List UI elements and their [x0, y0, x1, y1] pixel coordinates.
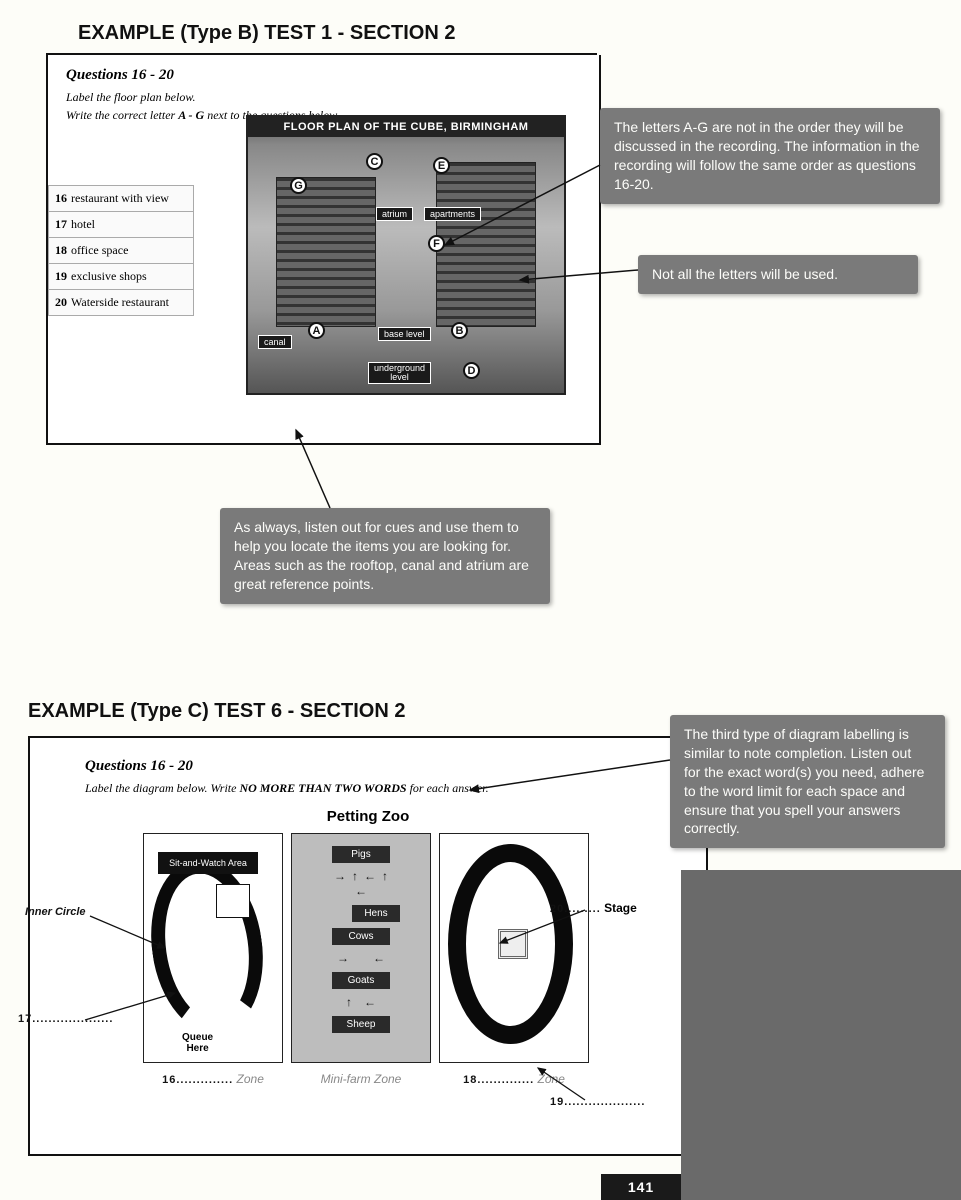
- label-canal: canal: [258, 335, 292, 349]
- animal-pigs: Pigs: [332, 846, 390, 863]
- blank-17: 17....................: [18, 1013, 113, 1025]
- callout-not-all-letters: Not all the letters will be used.: [638, 255, 918, 294]
- side-strip: [681, 870, 961, 1200]
- label-underground: undergroundlevel: [368, 362, 431, 384]
- marker-d: D: [463, 362, 480, 379]
- floorplan-title: FLOOR PLAN OF THE CUBE, BIRMINGHAM: [248, 117, 564, 137]
- animal-goats: Goats: [332, 972, 390, 989]
- petting-zoo-title: Petting Zoo: [85, 808, 651, 825]
- sit-watch-area: Sit-and-Watch Area: [158, 852, 258, 874]
- zone2-label: Mini-farm Zone: [292, 1072, 430, 1086]
- table-row: 20Waterside restaurant: [49, 290, 194, 316]
- label-apartments: apartments: [424, 207, 481, 221]
- blank-19: 19....................: [550, 1096, 645, 1108]
- marker-a: A: [308, 322, 325, 339]
- questions-table: 16restaurant with view 17hotel 18office …: [48, 185, 194, 316]
- section2-box: Questions 16 - 20 Label the diagram belo…: [28, 736, 708, 1156]
- animal-hens: Hens: [352, 905, 400, 922]
- zone-1: Sit-and-Watch Area QueueHere 16.........…: [143, 833, 283, 1063]
- marker-b: B: [451, 322, 468, 339]
- marker-f: F: [428, 235, 445, 252]
- animal-cows: Cows: [332, 928, 390, 945]
- blank-20-stage: 20......... Stage: [550, 901, 637, 915]
- questions-range-2: Questions 16 - 20: [85, 758, 651, 775]
- callout-cues: As always, listen out for cues and use t…: [220, 508, 550, 604]
- zone3-label: 18.............. Zone: [440, 1072, 588, 1086]
- table-row: 17hotel: [49, 212, 194, 238]
- marker-e: E: [433, 157, 450, 174]
- inner-circle-label: Inner Circle: [25, 906, 86, 918]
- animal-sheep: Sheep: [332, 1016, 390, 1033]
- table-row: 16restaurant with view: [49, 186, 194, 212]
- queue-here-label: QueueHere: [182, 1032, 213, 1054]
- section1-box: Questions 16 - 20 Label the floor plan b…: [46, 55, 601, 445]
- page-number: 141: [601, 1174, 681, 1200]
- table-row: 19exclusive shops: [49, 264, 194, 290]
- instruction-1a: Label the floor plan below.: [66, 90, 581, 105]
- callout-order-note: The letters A-G are not in the order the…: [600, 108, 940, 204]
- zone-3: 18.............. Zone: [439, 833, 589, 1063]
- zone1-label: 16.............. Zone: [144, 1072, 282, 1086]
- callout-type-c: The third type of diagram labelling is s…: [670, 715, 945, 848]
- marker-c: C: [366, 153, 383, 170]
- zone-minifarm: Pigs → ↑ ← ↑ ← Hens Cows → ← Goats ↑ ← S…: [291, 833, 431, 1063]
- petting-zoo-diagram: Sit-and-Watch Area QueueHere 16.........…: [143, 833, 593, 1103]
- questions-range-1: Questions 16 - 20: [66, 67, 581, 84]
- heading-type-b: EXAMPLE (Type B) TEST 1 - SECTION 2: [78, 22, 918, 45]
- label-base: base level: [378, 327, 431, 341]
- instruction-2: Label the diagram below. Write NO MORE T…: [85, 781, 651, 796]
- table-row: 18office space: [49, 238, 194, 264]
- floor-plan-diagram: FLOOR PLAN OF THE CUBE, BIRMINGHAM atriu…: [246, 115, 566, 395]
- marker-g: G: [290, 177, 307, 194]
- label-atrium: atrium: [376, 207, 413, 221]
